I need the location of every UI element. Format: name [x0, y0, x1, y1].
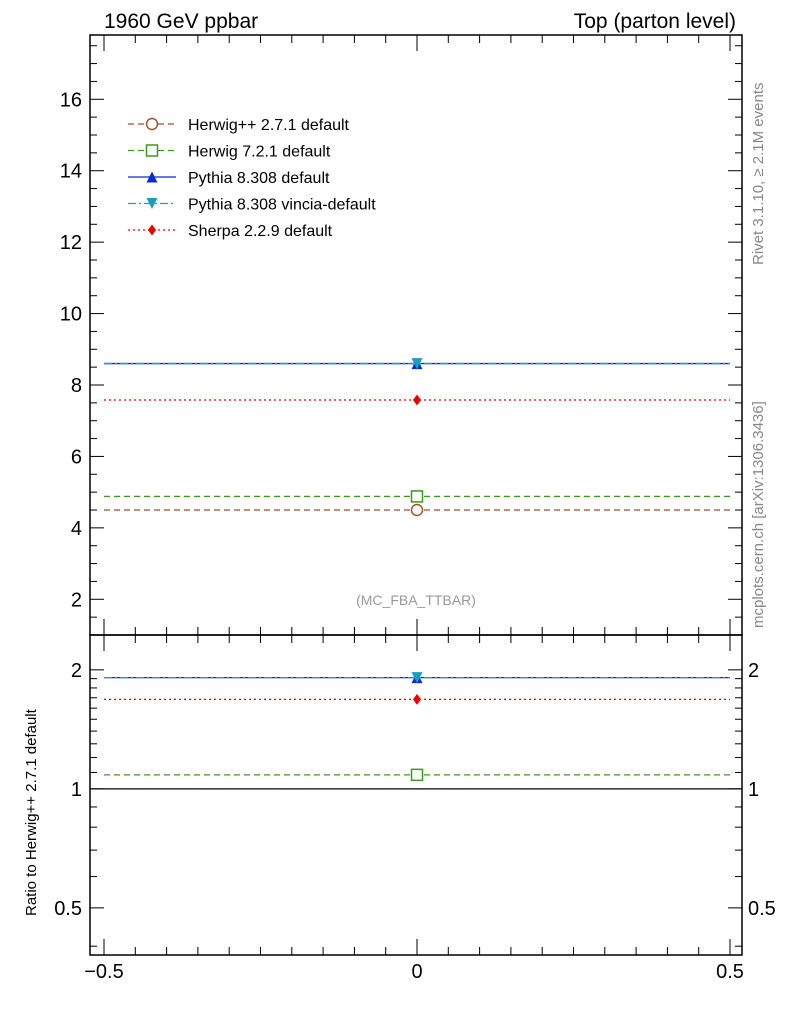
- legend-label: Sherpa 2.2.9 default: [188, 223, 333, 240]
- ratio-y-tick-label-right: 1: [748, 779, 759, 801]
- legend-marker: [145, 117, 159, 131]
- title-left: 1960 GeV ppbar: [104, 10, 258, 33]
- ratio-data-point: [410, 768, 424, 782]
- main-y-tick-label: 12: [60, 232, 82, 254]
- legend-label: Pythia 8.308 vincia-default: [188, 197, 376, 214]
- ratio-y-axis-label: Ratio to Herwig++ 2.7.1 default: [23, 708, 40, 916]
- legend-marker: [145, 144, 159, 157]
- ratio-y-tick-label: 2: [71, 660, 82, 682]
- ratio-y-tick-label-right: 0.5: [748, 898, 776, 920]
- analysis-label: (MC_FBA_TTBAR): [356, 592, 476, 608]
- main-y-tick-label: 8: [71, 375, 82, 397]
- main-y-tick-label: 6: [71, 446, 82, 468]
- ratio-panel-frame: [89, 634, 743, 956]
- legend-marker: [146, 198, 158, 209]
- ratio-data-point: [413, 693, 421, 705]
- ratio-y-tick-label: 1: [71, 779, 82, 801]
- data-point: [410, 490, 424, 503]
- legend-label: Pythia 8.308 default: [188, 170, 330, 187]
- x-tick-label: −0.5: [84, 961, 123, 983]
- main-y-tick-label: 4: [71, 518, 82, 540]
- side-label-top: Rivet 3.1.10, ≥ 2.1M events: [750, 83, 767, 266]
- ratio-y-tick-label-right: 2: [748, 660, 759, 682]
- title-right: Top (parton level): [574, 10, 736, 33]
- data-point: [411, 358, 423, 370]
- ratio-y-tick-label: 0.5: [54, 898, 82, 920]
- data-point: [413, 394, 421, 406]
- main-y-tick-label: 10: [60, 304, 82, 326]
- x-tick-label: 0.5: [716, 961, 744, 983]
- x-tick-label: 0: [411, 961, 422, 983]
- legend-marker: [148, 224, 156, 236]
- legend-marker: [146, 171, 158, 183]
- main-y-tick-label: 16: [60, 89, 82, 111]
- ratio-data-point: [411, 672, 423, 684]
- main-y-tick-label: 14: [60, 161, 82, 183]
- legend-label: Herwig++ 2.7.1 default: [188, 117, 350, 134]
- main-y-tick-label: 2: [71, 589, 82, 611]
- data-point: [410, 503, 424, 517]
- legend-label: Herwig 7.2.1 default: [188, 144, 331, 161]
- side-label-bottom: mcplots.cern.ch [arXiv:1306.3436]: [750, 401, 767, 628]
